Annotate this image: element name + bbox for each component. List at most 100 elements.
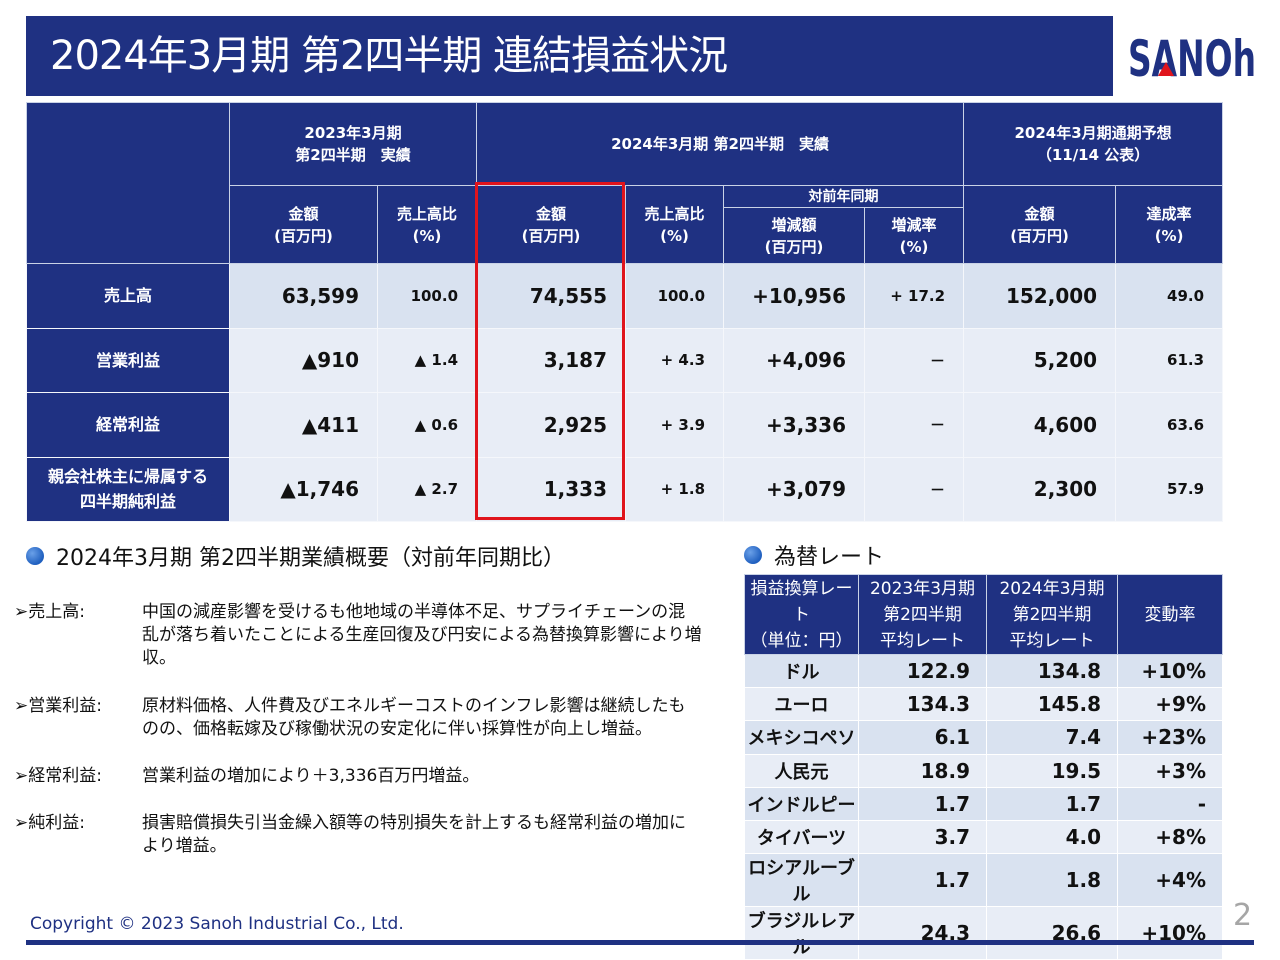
rate-cell: 1.7 [986, 786, 1118, 821]
summary-heading-text: 2024年3月期 第2四半期業績概要（対前年同期比） [56, 546, 565, 571]
rate-cell: - [1117, 786, 1223, 821]
currency-name: ブラジルレアル [744, 906, 859, 960]
table-cell: 4,600 [963, 392, 1117, 458]
table-cell: + 1.8 [625, 456, 725, 522]
rate-cell: +3% [1117, 753, 1223, 788]
rate-cell: +23% [1117, 720, 1223, 755]
rate-row: ユーロ 134.3 145.8 +9% [744, 687, 1223, 722]
rate-row: ロシアルーブル 1.7 1.8 +4% [744, 853, 1223, 908]
table-cell: 57.9 [1115, 456, 1224, 522]
rate-cell: 145.8 [986, 687, 1118, 722]
currency-name: 人民元 [744, 753, 859, 788]
summary-text: 営業利益の増加により＋3,336百万円増益。 [142, 766, 480, 786]
rates-header: 2023年3月期 第2四半期 平均レート [858, 574, 987, 655]
table-cell: 63,599 [229, 263, 378, 329]
summary-heading: 2024年3月期 第2四半期業績概要（対前年同期比） [26, 540, 565, 572]
svg-text:SANOh: SANOh [1128, 30, 1256, 82]
currency-name: インドルピー [744, 786, 859, 821]
highlight-box [475, 182, 625, 520]
rate-row: タイバーツ 3.7 4.0 +8% [744, 819, 1223, 855]
corner-header [26, 102, 230, 264]
row-label: 売上高 [26, 263, 230, 329]
summary-item: ➢営業利益: 原材料価格、人件費及びエネルギーコストのインフレ影響は継続したものの… [14, 695, 702, 741]
rate-cell: 3.7 [858, 819, 987, 855]
summary-item: ➢経常利益: 営業利益の増加により＋3,336百万円増益。 [14, 765, 702, 788]
summary-text: 原材料価格、人件費及びエネルギーコストのインフレ影響は継続したものの、価格転嫁及… [142, 696, 686, 739]
table-cell: + 3.9 [625, 392, 725, 458]
summary-item: ➢純利益: 損害賠償損失引当金繰入額等の特別損失を計上するも経常利益の増加により増… [14, 812, 702, 858]
table-cell: 1,333 [476, 456, 627, 522]
table-cell: 61.3 [1115, 327, 1224, 393]
bullet-icon [26, 547, 44, 565]
summary-key: ➢純利益: [14, 813, 85, 833]
subheader: 金額 (百万円) [476, 185, 627, 264]
table-cell: 49.0 [1115, 263, 1224, 329]
currency-name: メキシコペソ [744, 720, 859, 755]
table-cell: 5,200 [963, 327, 1117, 393]
table-cell: － [864, 327, 965, 393]
header-fy2023-q2: 2023年3月期 第2四半期 実績 [228, 102, 478, 186]
rate-cell: +10% [1117, 653, 1223, 689]
subheader: 売上高比 (%) [625, 185, 725, 264]
rate-cell: 6.1 [858, 720, 987, 755]
summary-text: 中国の減産影響を受けるも他地域の半導体不足、サプライチェーンの混乱が落ち着いたこ… [142, 602, 702, 668]
table-cell: ▲ 1.4 [376, 327, 478, 393]
rate-cell: +4% [1117, 853, 1223, 908]
rate-row: インドルピー 1.7 1.7- [744, 786, 1223, 821]
copyright: Copyright © 2023 Sanoh Industrial Co., L… [30, 914, 404, 934]
bullet-icon [744, 546, 762, 564]
table-cell: ▲ 2.7 [376, 456, 478, 522]
rate-row: 人民元 18.9 19.5 +3% [744, 753, 1223, 788]
rate-cell: 1.7 [858, 786, 987, 821]
subheader: 金額 (百万円) [229, 185, 378, 264]
summary-key: ➢売上高: [14, 602, 85, 622]
currency-name: ドル [744, 653, 859, 689]
subheader: 売上高比 (%) [376, 185, 478, 264]
rate-row: ブラジルレアル 24.3 26.6 +10% [744, 906, 1223, 960]
table-cell: ▲1,746 [229, 456, 378, 522]
table-cell: ▲ 0.6 [376, 392, 478, 458]
rates-header: 変動率 [1117, 574, 1223, 655]
table-cell: ▲910 [229, 327, 378, 393]
table-cell: ▲411 [229, 392, 378, 458]
currency-name: ロシアルーブル [744, 853, 859, 908]
rate-cell: 4.0 [986, 819, 1118, 855]
table-cell: 74,555 [476, 263, 627, 329]
summary-text: 損害賠償損失引当金繰入額等の特別損失を計上するも経常利益の増加により増益。 [142, 813, 686, 856]
page-title: 2024年3月期 第2四半期 連結損益状況 [26, 16, 1113, 96]
rate-cell: 18.9 [858, 753, 987, 788]
table-row: 経常利益 ▲411 ▲ 0.6 2,925 + 3.9 +3,336 － 4,600 63.6 [26, 392, 1224, 458]
table-row: 親会社株主に帰属する 四半期純利益 ▲1,746 ▲ 2.7 1,333 + 1.8 +3… [26, 456, 1224, 522]
table-cell: +3,336 [723, 392, 866, 458]
table-cell: +4,096 [723, 327, 866, 393]
rates-header: 損益換算レート （単位：円） [744, 574, 859, 655]
table-cell: 152,000 [963, 263, 1117, 329]
page-number: 2 [1233, 898, 1253, 933]
rate-cell: 122.9 [858, 653, 987, 689]
currency-name: タイバーツ [744, 819, 859, 855]
sanoh-logo: SANOh [1128, 30, 1256, 82]
rates-heading-text: 為替レート [774, 545, 885, 570]
table-cell: 100.0 [625, 263, 725, 329]
table-cell: 3,187 [476, 327, 627, 393]
rate-cell: 26.6 [986, 906, 1118, 960]
table-cell: 100.0 [376, 263, 478, 329]
rate-cell: 19.5 [986, 753, 1118, 788]
rate-cell: 7.4 [986, 720, 1118, 755]
subheader: 金額 (百万円) [963, 185, 1117, 264]
rate-cell: 1.7 [858, 853, 987, 908]
table-cell: + 4.3 [625, 327, 725, 393]
summary-item: ➢売上高: 中国の減産影響を受けるも他地域の半導体不足、サプライチェーンの混乱が落… [14, 601, 702, 670]
row-label: 親会社株主に帰属する 四半期純利益 [26, 456, 230, 522]
rate-row: ドル 122.9 134.8 +10% [744, 653, 1223, 689]
rate-cell: +10% [1117, 906, 1223, 960]
rates-heading: 為替レート [744, 539, 884, 571]
rate-cell: 1.8 [986, 853, 1118, 908]
exchange-rate-table: 損益換算レート （単位：円） 2023年3月期 第2四半期 平均レート 2024… [744, 574, 1223, 960]
subheader: 達成率 (%) [1115, 185, 1224, 264]
table-row: 営業利益 ▲910 ▲ 1.4 3,187 + 4.3 +4,096 － 5,200 61.3 [26, 327, 1224, 393]
rate-row: メキシコペソ 6.1 7.4 +23% [744, 720, 1223, 755]
table-cell: +10,956 [723, 263, 866, 329]
table-cell: 2,925 [476, 392, 627, 458]
table-row: 売上高 63,599 100.0 74,555 100.0 +10,956 + 17.2 15… [26, 263, 1224, 329]
